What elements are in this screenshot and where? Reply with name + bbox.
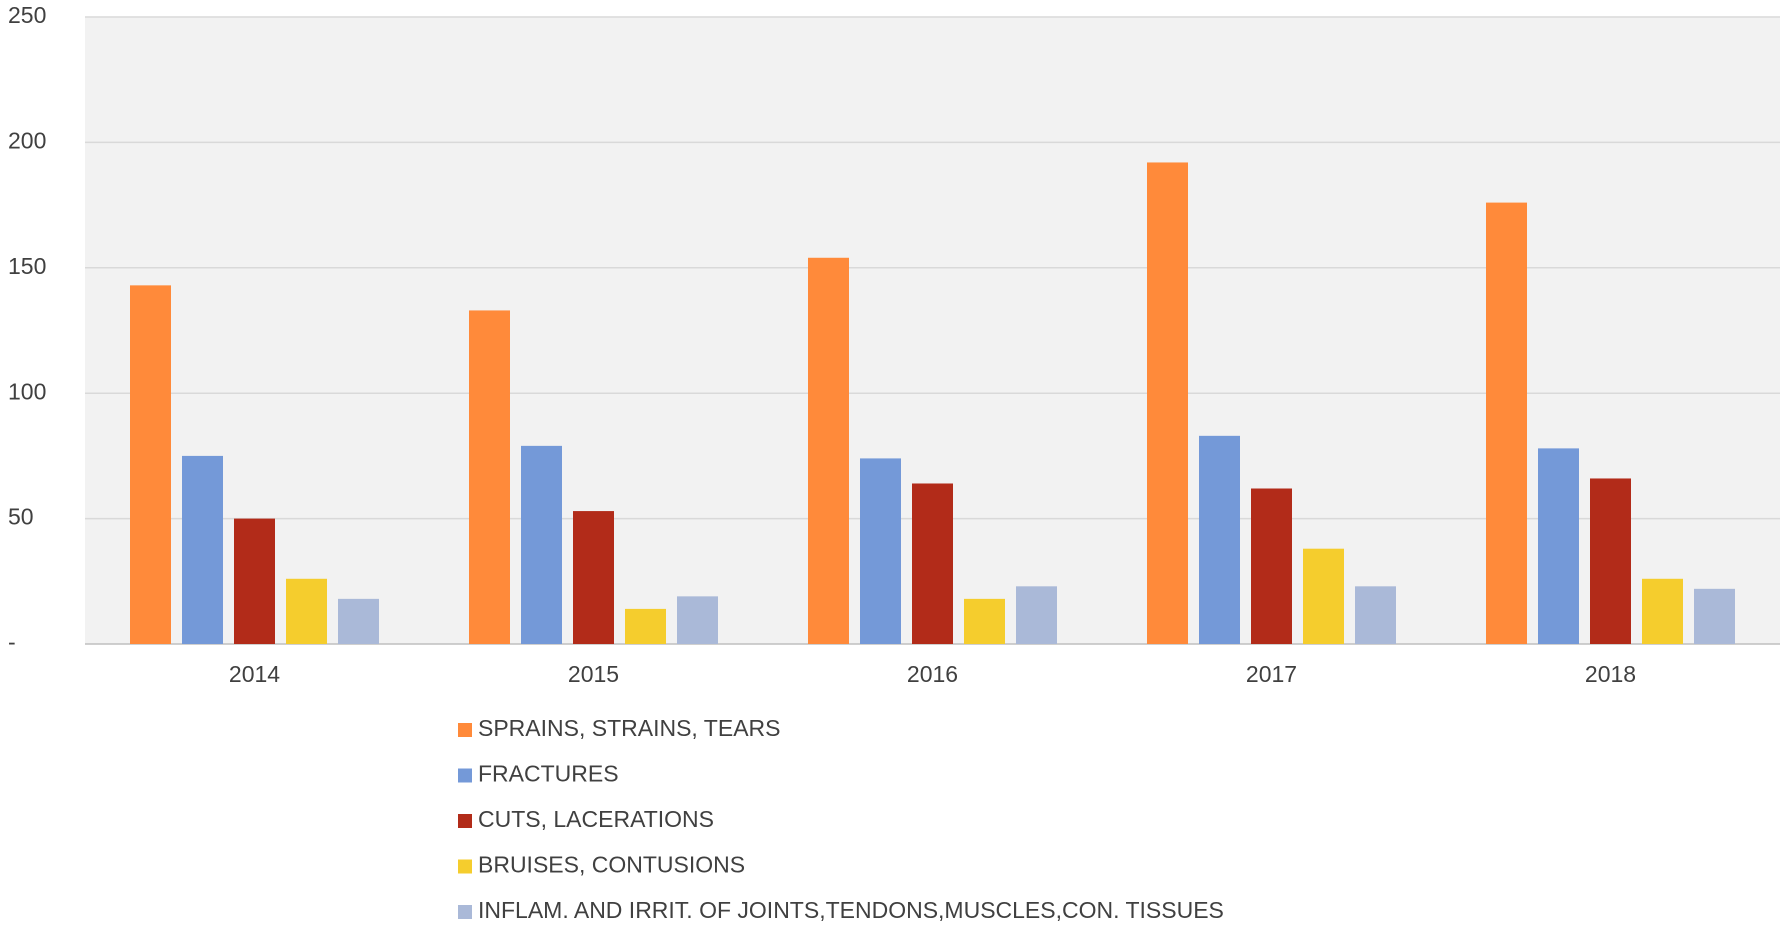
bar [338, 598, 379, 644]
legend-swatch [458, 905, 472, 919]
bar [677, 596, 718, 644]
bar [1303, 548, 1344, 644]
bar [130, 285, 171, 644]
legend-label: FRACTURES [478, 761, 619, 787]
legend-swatch [458, 768, 472, 783]
bar [1251, 488, 1292, 644]
bar [625, 608, 666, 644]
bar [808, 257, 849, 644]
bar [860, 458, 901, 644]
y-tick-label: 200 [8, 127, 46, 153]
bar [1694, 588, 1735, 644]
bar [1486, 202, 1527, 645]
y-tick-label: 150 [8, 253, 46, 279]
x-tick-label: 2016 [907, 661, 958, 687]
x-tick-label: 2015 [568, 661, 619, 687]
legend-swatch [458, 814, 472, 828]
x-tick-label: 2017 [1246, 661, 1297, 687]
legend-label: SPRAINS, STRAINS, TEARS [478, 715, 780, 741]
bar [1355, 586, 1396, 644]
bar [1016, 586, 1057, 644]
bar [1642, 578, 1683, 644]
y-tick-label: 250 [8, 2, 46, 28]
bar [912, 483, 953, 644]
bar [1538, 448, 1579, 644]
legend-label: INFLAM. AND IRRIT. OF JOINTS,TENDONS,MUS… [478, 897, 1224, 923]
bar [234, 518, 275, 644]
y-tick-label: - [8, 629, 16, 655]
bar [1590, 478, 1631, 644]
legend-swatch [458, 723, 472, 737]
bar [573, 511, 614, 644]
bar [964, 598, 1005, 644]
legend-swatch [458, 859, 472, 874]
x-tick-label: 2018 [1585, 661, 1636, 687]
bar [469, 310, 510, 644]
y-tick-label: 50 [8, 504, 34, 530]
bar [521, 445, 562, 644]
bar [286, 578, 327, 644]
bar [182, 455, 223, 644]
x-tick-label: 2014 [229, 661, 280, 687]
legend-label: BRUISES, CONTUSIONS [478, 852, 745, 878]
y-tick-label: 100 [8, 378, 46, 404]
bar [1147, 162, 1188, 645]
bar [1199, 435, 1240, 644]
legend-label: CUTS, LACERATIONS [478, 806, 714, 832]
